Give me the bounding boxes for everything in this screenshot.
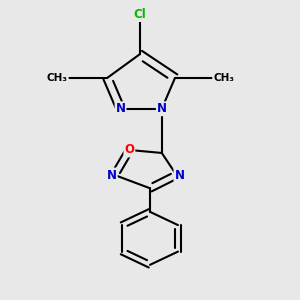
Text: CH₃: CH₃ — [213, 73, 234, 83]
Text: N: N — [107, 169, 117, 182]
Text: CH₃: CH₃ — [47, 73, 68, 83]
Text: Cl: Cl — [133, 8, 146, 21]
Text: N: N — [174, 169, 184, 182]
Text: N: N — [157, 102, 167, 115]
Text: O: O — [124, 143, 134, 157]
Text: N: N — [116, 102, 126, 115]
